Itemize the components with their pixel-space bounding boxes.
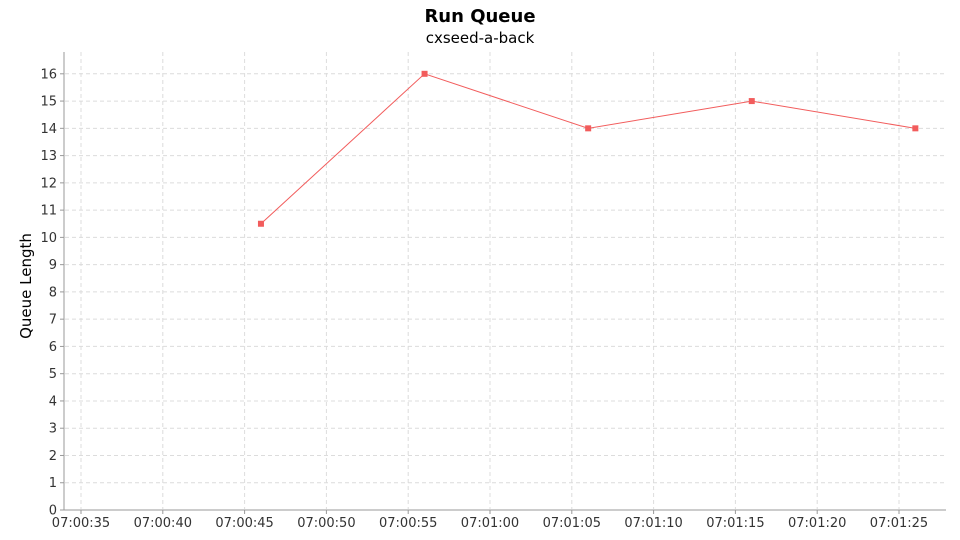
x-tick-label: 07:01:15 [706, 516, 764, 531]
y-tick-label: 8 [49, 285, 57, 300]
y-tick-label: 2 [49, 449, 57, 464]
chart-title: Run Queue [424, 6, 536, 27]
y-tick-label: 4 [49, 394, 57, 409]
y-tick-label: 15 [40, 95, 57, 110]
y-tick-label: 6 [49, 340, 57, 355]
y-tick-label: 10 [40, 231, 57, 246]
data-point [257, 220, 264, 227]
x-tick-label: 07:00:45 [215, 516, 273, 531]
data-point [585, 125, 592, 132]
x-tick-label: 07:00:55 [379, 516, 437, 531]
y-tick-label: 1 [49, 476, 57, 491]
y-tick-label: 3 [49, 422, 57, 437]
data-point [421, 70, 428, 77]
x-tick-label: 07:01:10 [624, 516, 682, 531]
x-tick-label: 07:00:50 [297, 516, 355, 531]
x-tick-label: 07:01:20 [788, 516, 846, 531]
x-tick-label: 07:00:40 [134, 516, 192, 531]
y-tick-label: 11 [40, 204, 57, 219]
data-point [748, 98, 755, 105]
y-tick-label: 5 [49, 367, 57, 382]
x-tick-label: 07:01:05 [543, 516, 601, 531]
chart-subtitle: cxseed-a-back [425, 29, 535, 47]
y-tick-label: 13 [40, 149, 57, 164]
y-tick-label: 12 [40, 176, 57, 191]
data-point [912, 125, 919, 132]
grid-layer [65, 52, 946, 509]
x-tick-label: 07:01:00 [461, 516, 519, 531]
series-layer [257, 70, 919, 227]
y-tick-label: 14 [40, 122, 57, 137]
x-tick-label: 07:00:35 [52, 516, 110, 531]
y-axis-label: Queue Length [17, 233, 35, 339]
y-tick-label: 7 [49, 313, 57, 328]
y-tick-label: 16 [40, 67, 57, 82]
x-tick-label: 07:01:25 [870, 516, 928, 531]
y-tick-label: 0 [49, 504, 57, 519]
y-tick-label: 9 [49, 258, 57, 273]
x-ticks-layer: 07:00:35 07:00:40 07:00:45 07:00:50 07:00:55… [52, 510, 928, 531]
